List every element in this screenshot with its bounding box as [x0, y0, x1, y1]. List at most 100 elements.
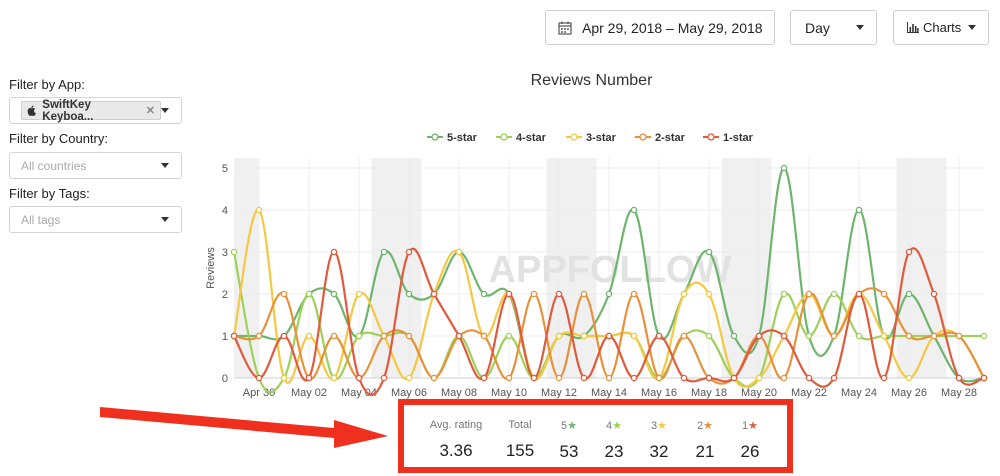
star-icon: ★ [567, 420, 577, 432]
stats-summary: Avg. rating 3.36 Total 155 5★ 53 4★ 23 3… [398, 399, 793, 473]
data-point-3-star [880, 332, 888, 340]
period-select[interactable]: Day [790, 10, 877, 45]
star-icon: ★ [612, 420, 622, 432]
legend-item-5-star[interactable]: 5-star [427, 132, 478, 144]
stat-5star-label: 5 [561, 420, 568, 432]
x-tick-label: May 20 [741, 387, 777, 399]
charts-menu-button[interactable]: Charts [893, 10, 989, 45]
data-point-3-star [680, 290, 688, 298]
stat-total-label: Total [508, 419, 532, 431]
data-point-1-star [630, 374, 638, 382]
stat-avg-rating: Avg. rating 3.36 [426, 419, 486, 461]
data-point-2-star [880, 290, 888, 298]
data-point-1-star [980, 374, 988, 382]
chevron-down-icon [968, 25, 976, 30]
data-point-1-star [930, 290, 938, 298]
data-point-3-star [755, 374, 763, 382]
stat-1star-label: 1 [742, 420, 749, 432]
data-point-1-star [730, 374, 738, 382]
data-point-3-star [255, 206, 263, 214]
legend-marker [639, 133, 647, 141]
data-point-2-star [530, 290, 538, 298]
date-range-picker[interactable]: Apr 29, 2018 – May 29, 2018 [545, 10, 775, 45]
x-tick-label: May 04 [341, 387, 377, 399]
legend-item-4-star[interactable]: 4-star [496, 132, 547, 144]
tags-filter-select[interactable]: All tags [9, 206, 182, 233]
data-point-5-star [705, 248, 713, 256]
data-point-5-star [480, 290, 488, 298]
data-point-4-star [805, 332, 813, 340]
x-tick-label: May 02 [291, 387, 327, 399]
country-filter-select[interactable]: All countries [9, 152, 182, 179]
data-point-3-star [280, 374, 288, 382]
data-point-2-star [405, 332, 413, 340]
data-point-3-star [905, 374, 913, 382]
data-point-5-star [630, 206, 638, 214]
data-point-2-star [680, 332, 688, 340]
x-tick-label: May 26 [891, 387, 927, 399]
legend-marker [431, 133, 439, 141]
data-point-5-star [605, 290, 613, 298]
data-point-4-star [780, 290, 788, 298]
y-tick-label: 1 [222, 331, 228, 343]
data-point-3-star [555, 332, 563, 340]
weekend-band [234, 158, 259, 378]
legend-item-1-star[interactable]: 1-star [703, 132, 754, 144]
stat-2star: 2★ 21 [690, 419, 720, 462]
stat-4star-label: 4 [606, 420, 613, 432]
data-point-1-star [955, 374, 963, 382]
filter-app-label: Filter by App: [9, 77, 85, 92]
data-point-4-star [505, 332, 513, 340]
star-icon: ★ [748, 420, 758, 432]
data-point-5-star [855, 206, 863, 214]
stat-3star-value: 32 [649, 442, 669, 461]
data-point-2-star [930, 332, 938, 340]
data-point-5-star [330, 290, 338, 298]
y-tick-label: 3 [222, 247, 228, 259]
data-point-3-star [630, 332, 638, 340]
data-point-1-star [330, 248, 338, 256]
data-point-2-star [905, 332, 913, 340]
data-point-1-star [580, 374, 588, 382]
close-icon[interactable]: ✕ [145, 105, 155, 117]
data-point-1-star [905, 248, 913, 256]
data-point-2-star [605, 374, 613, 382]
x-tick-label: May 14 [591, 387, 627, 399]
data-point-1-star [780, 332, 788, 340]
legend-marker [570, 133, 578, 141]
stat-4star: 4★ 23 [599, 419, 629, 462]
stat-5star-value: 53 [559, 442, 579, 461]
app-filter-select[interactable]: SwiftKey Keyboa... ✕ [9, 97, 182, 124]
data-point-1-star [755, 332, 763, 340]
stat-1star: 1★ 26 [735, 419, 765, 462]
legend-marker [500, 133, 508, 141]
data-point-4-star [855, 332, 863, 340]
data-point-1-star [805, 374, 813, 382]
stat-avg-label: Avg. rating [429, 419, 483, 431]
data-point-2-star [955, 332, 963, 340]
stat-4star-value: 23 [604, 442, 624, 461]
legend-item-2-star[interactable]: 2-star [635, 132, 686, 144]
x-tick-label: May 28 [941, 387, 977, 399]
stat-2star-label: 2 [697, 420, 704, 432]
legend-label: 5-star [447, 132, 478, 144]
x-tick-label: May 06 [391, 387, 427, 399]
app-chip[interactable]: SwiftKey Keyboa... ✕ [21, 99, 161, 123]
data-point-1-star [430, 290, 438, 298]
data-point-1-star [530, 374, 538, 382]
data-point-2-star [255, 332, 263, 340]
data-point-1-star [830, 374, 838, 382]
data-point-1-star [305, 374, 313, 382]
data-point-4-star [355, 332, 363, 340]
data-point-2-star [280, 290, 288, 298]
x-tick-label: May 10 [491, 387, 527, 399]
tags-placeholder: All tags [21, 212, 61, 227]
data-point-1-star [555, 290, 563, 298]
legend-item-3-star[interactable]: 3-star [566, 132, 617, 144]
data-point-4-star [230, 248, 238, 256]
stat-3star: 3★ 32 [644, 419, 674, 462]
x-tick-label: May 22 [791, 387, 827, 399]
data-point-3-star [455, 248, 463, 256]
chevron-down-icon [856, 25, 864, 30]
